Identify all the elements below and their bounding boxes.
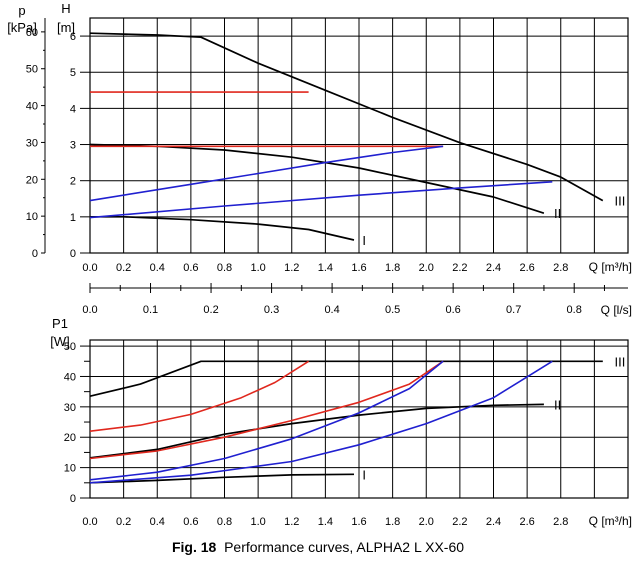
p1-tick-label: 0 — [70, 493, 76, 505]
x-tick-label: 0.6 — [183, 262, 198, 274]
head-chart: 0 10 20 30 40 50 60p [kPa] 0 1 2 3 4 5 6 H [m] 0.0 0.2 0.4 0… — [7, 1, 632, 274]
x-axis-title: Q [m³/h] — [589, 260, 632, 274]
x-tick-label: 2.8 — [553, 516, 568, 528]
curve-I — [89, 473, 355, 484]
curve-II — [89, 143, 545, 215]
caption-label: Fig. 18 — [171, 539, 217, 555]
h-tick-label: 2 — [70, 176, 76, 188]
kpa-tick-label: 40 — [26, 101, 38, 113]
figure-caption: Fig. 18 Performance curves, ALPHA2 L XX-… — [0, 539, 636, 555]
p1-axis-unit: [W] — [50, 334, 70, 349]
x-tick-label: 0.8 — [217, 516, 232, 528]
p1-axis-title: P1 — [52, 316, 68, 331]
caption-text: Performance curves, ALPHA2 L XX-60 — [224, 539, 465, 555]
x-tick-label: 1.8 — [385, 262, 400, 274]
flow-ls-axis: 0.0 0.1 0.2 0.3 0.4 0.5 0.6 0.7 0.8 Q [l/s] — [82, 283, 632, 317]
kpa-tick-label: 50 — [26, 64, 38, 76]
power-chart: 0 10 20 30 40 50 P1 [W] 0.0 0.2 0.4 0.6 0.8 1.0 1.2 1.4… — [50, 316, 632, 528]
curve-I — [90, 215, 355, 241]
x-axis-title: Q [m³/h] — [589, 514, 632, 528]
blue-curve — [89, 360, 444, 481]
blue-curve — [89, 360, 553, 484]
x-tick-label: 1.0 — [250, 262, 265, 274]
ls-tick-label: 0.4 — [324, 304, 339, 316]
x-tick-label: 2.4 — [486, 262, 501, 274]
x-tick-label: 2.4 — [486, 516, 501, 528]
kpa-tick-label: 0 — [32, 248, 38, 260]
curve-label-ii: II — [554, 397, 561, 412]
x-tick-label: 0.2 — [116, 262, 131, 274]
x-tick-label: 2.8 — [553, 262, 568, 274]
x-tick-label: 2.6 — [519, 262, 534, 274]
x-tick-label: 0.4 — [150, 516, 165, 528]
red-curve — [89, 360, 444, 460]
curve-label-ii: II — [554, 206, 561, 221]
h-tick-label: 5 — [70, 67, 76, 79]
x-tick-label: 0.2 — [116, 516, 131, 528]
x-tick-label: 0.4 — [150, 262, 165, 274]
ls-tick-label: 0.5 — [385, 304, 400, 316]
kpa-tick-label: 60 — [26, 27, 38, 39]
x-tick-label: 2.2 — [452, 516, 467, 528]
h-axis-title: H — [61, 1, 70, 16]
curve-label-i: I — [362, 467, 366, 482]
x-tick-label: 1.4 — [318, 262, 333, 274]
p1-tick-label: 40 — [64, 371, 76, 383]
ls-tick-label: 0.1 — [143, 304, 158, 316]
ls-tick-label: 0.0 — [82, 304, 97, 316]
blue-curve — [89, 181, 553, 219]
ls-tick-label: 0.8 — [567, 304, 582, 316]
p1-tick-label: 20 — [64, 432, 76, 444]
kpa-axis-unit: [kPa] — [7, 20, 37, 35]
x-tick-label: 1.6 — [351, 262, 366, 274]
curve-II — [89, 403, 544, 459]
x-tick-label: 1.8 — [385, 516, 400, 528]
ls-tick-label: 0.2 — [203, 304, 218, 316]
h-tick-label: 3 — [70, 140, 76, 152]
x-tick-label: 0.8 — [217, 262, 232, 274]
kpa-tick-label: 20 — [26, 174, 38, 186]
plot-frame — [89, 339, 629, 499]
curve-label-iii: III — [615, 194, 626, 209]
x-tick-label: 0.0 — [82, 516, 97, 528]
x-tick-label: 1.2 — [284, 516, 299, 528]
x-tick-label: 2.0 — [419, 262, 434, 274]
x-tick-label: 1.0 — [250, 516, 265, 528]
curve-label-iii: III — [615, 354, 626, 369]
kpa-tick-label: 10 — [26, 211, 38, 223]
x-tick-label: 1.6 — [351, 516, 366, 528]
red-curve — [89, 360, 310, 432]
p1-tick-label: 50 — [64, 341, 76, 353]
x-tick-label: 0.0 — [82, 262, 97, 274]
x-tick-label: 2.2 — [452, 262, 467, 274]
curve-III — [89, 32, 604, 202]
h-tick-label: 0 — [70, 248, 76, 260]
ls-tick-label: 0.7 — [506, 304, 521, 316]
curve-III — [89, 360, 603, 398]
ls-tick-label: 0.3 — [264, 304, 279, 316]
p1-tick-label: 10 — [64, 463, 76, 475]
ls-axis-title: Q [l/s] — [601, 303, 632, 317]
h-tick-label: 1 — [70, 212, 76, 224]
plot-frame — [89, 17, 629, 254]
x-tick-label: 2.6 — [519, 516, 534, 528]
curve-label-i: I — [362, 233, 366, 248]
h-tick-label: 4 — [70, 103, 76, 115]
h-tick-label: 6 — [70, 31, 76, 43]
kpa-tick-label: 30 — [26, 137, 38, 149]
blue-curve — [89, 145, 444, 202]
x-tick-label: 1.4 — [318, 516, 333, 528]
h-axis-unit: [m] — [57, 20, 75, 35]
ls-tick-label: 0.6 — [446, 304, 461, 316]
p1-tick-label: 30 — [64, 402, 76, 414]
kpa-axis-title: p — [18, 3, 25, 18]
x-tick-label: 0.6 — [183, 516, 198, 528]
x-tick-label: 2.0 — [419, 516, 434, 528]
x-tick-label: 1.2 — [284, 262, 299, 274]
